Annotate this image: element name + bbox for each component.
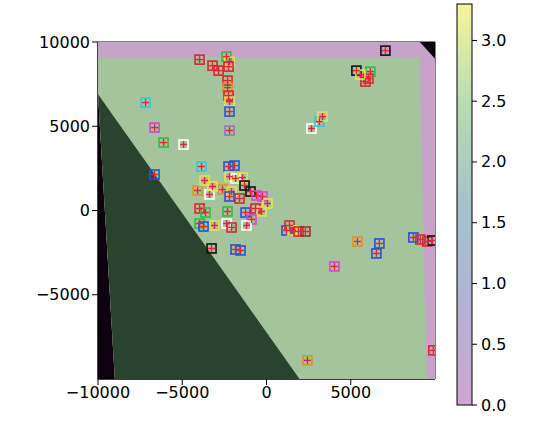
- svg-text:3.0: 3.0: [481, 31, 506, 50]
- svg-text:5000: 5000: [330, 383, 371, 402]
- svg-text:1.5: 1.5: [481, 213, 506, 232]
- svg-text:−10000: −10000: [66, 383, 130, 402]
- svg-text:0.0: 0.0: [481, 396, 506, 415]
- svg-text:−5000: −5000: [36, 285, 90, 304]
- svg-text:−5000: −5000: [155, 383, 209, 402]
- svg-text:1.0: 1.0: [481, 274, 506, 293]
- svg-text:5000: 5000: [49, 117, 90, 136]
- svg-text:10000: 10000: [39, 33, 90, 52]
- svg-text:0: 0: [261, 383, 271, 402]
- svg-text:0.5: 0.5: [481, 335, 506, 354]
- svg-text:2.0: 2.0: [481, 152, 506, 171]
- svg-text:2.5: 2.5: [481, 92, 506, 111]
- svg-text:0: 0: [80, 201, 90, 220]
